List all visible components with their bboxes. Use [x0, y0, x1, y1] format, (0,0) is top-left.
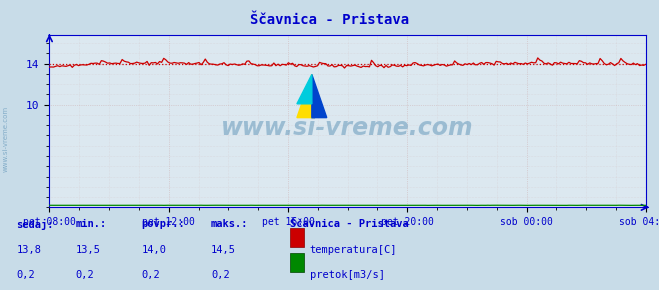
Text: 0,2: 0,2: [16, 270, 35, 280]
Text: 14,5: 14,5: [211, 245, 236, 255]
Text: maks.:: maks.:: [211, 219, 248, 229]
Text: 13,8: 13,8: [16, 245, 42, 255]
Text: Ščavnica - Pristava: Ščavnica - Pristava: [250, 13, 409, 27]
Text: 13,5: 13,5: [76, 245, 101, 255]
Text: Ščavnica - Pristava: Ščavnica - Pristava: [290, 219, 409, 229]
Polygon shape: [297, 75, 312, 104]
Text: temperatura[C]: temperatura[C]: [310, 245, 397, 255]
Text: povpr.:: povpr.:: [142, 219, 185, 229]
Polygon shape: [312, 75, 327, 118]
Text: 0,2: 0,2: [142, 270, 160, 280]
Text: pretok[m3/s]: pretok[m3/s]: [310, 270, 385, 280]
Text: www.si-vreme.com: www.si-vreme.com: [221, 116, 474, 140]
Text: 0,2: 0,2: [76, 270, 94, 280]
Polygon shape: [297, 75, 312, 118]
Text: 0,2: 0,2: [211, 270, 229, 280]
Text: www.si-vreme.com: www.si-vreme.com: [2, 106, 9, 172]
Text: min.:: min.:: [76, 219, 107, 229]
Text: sedaj:: sedaj:: [16, 219, 54, 230]
Text: 14,0: 14,0: [142, 245, 167, 255]
